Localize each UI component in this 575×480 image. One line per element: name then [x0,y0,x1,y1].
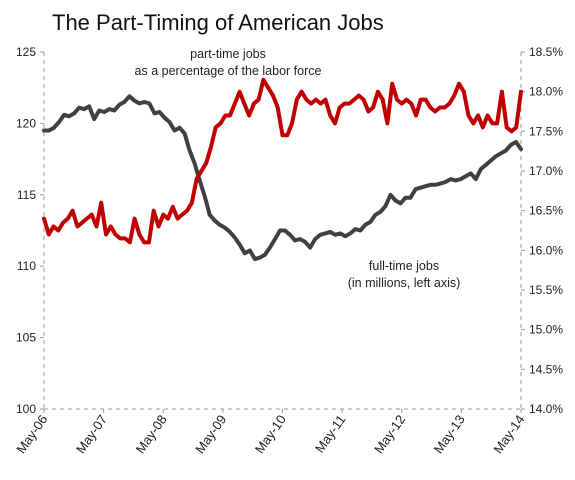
left-tick-label: 115 [17,188,36,202]
series-line-full-time-jobs [42,94,523,262]
left-axis-ticks: 100 105 110 115 120 125 [16,45,44,416]
x-tick-label: May-10 [252,412,289,456]
left-tick-label: 120 [16,116,36,130]
right-tick-label: 15.0% [529,323,563,337]
x-tick-label: May-12 [371,412,408,456]
right-tick-label: 15.5% [529,283,563,297]
left-tick-label: 100 [16,402,36,416]
right-tick-label: 18.5% [529,45,563,59]
left-tick-label: 125 [16,45,36,59]
series-line-part-time-jobs [42,77,523,245]
annotation-full-time-line1: full-time jobs [369,259,439,273]
x-tick-label: May-06 [13,412,50,456]
x-tick-label: May-13 [431,412,468,456]
right-tick-label: 14.0% [529,402,563,416]
right-tick-label: 14.5% [529,362,563,376]
annotation-part-time-line2: as a percentage of the labor force [135,64,322,78]
right-axis-ticks: 14.0% 14.5% 15.0% 15.5% 16.0% 16.5% 17.0% 17.5%… [521,45,563,416]
right-tick-label: 18.0% [529,85,563,99]
x-tick-label: May-09 [192,412,229,456]
right-tick-label: 17.0% [529,164,563,178]
x-tick-label: May-07 [73,412,110,456]
annotation-part-time-line1: part-time jobs [190,47,266,61]
right-tick-label: 17.5% [529,124,563,138]
left-tick-label: 105 [16,331,36,345]
right-tick-label: 16.5% [529,204,563,218]
x-axis-ticks: May-06 May-07 May-08 May-09 May-10 May-11 May-… [13,409,527,456]
x-tick-label: May-14 [490,412,527,456]
x-tick-label: May-11 [312,412,349,455]
chart-title: The Part-Timing of American Jobs [52,10,384,35]
annotation-full-time-line2: (in millions, left axis) [348,276,461,290]
x-tick-label: May-08 [133,412,170,456]
left-tick-label: 110 [17,259,36,273]
right-tick-label: 16.0% [529,243,563,257]
